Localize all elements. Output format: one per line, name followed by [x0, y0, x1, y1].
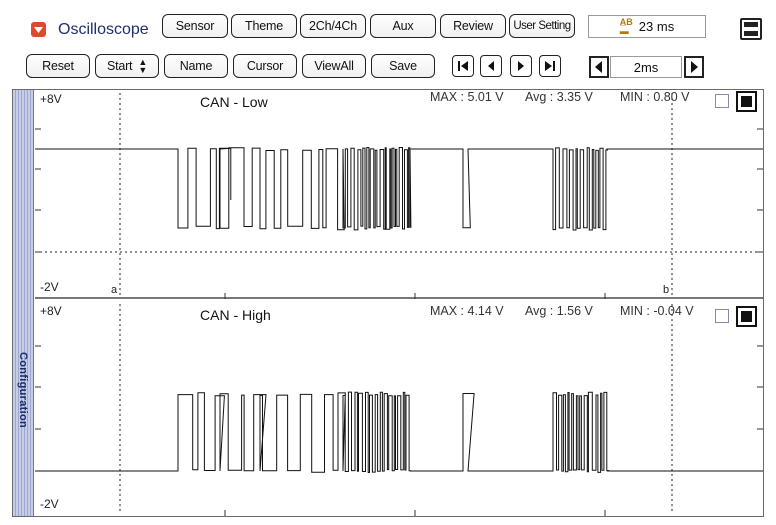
acquisition-time-display: A̲B ▬ 23 ms — [588, 15, 706, 38]
start-button-label: Start — [106, 59, 133, 73]
waveform-canvas-can-low — [35, 93, 763, 299]
min-value: MIN : -0.04 V — [620, 304, 694, 318]
tick-marks — [35, 345, 763, 516]
waveform-trace — [35, 391, 763, 473]
waveform-trace — [35, 147, 763, 231]
channel-stop-button[interactable] — [736, 306, 757, 327]
time-division-value: 2ms — [610, 56, 682, 78]
time-div-decrease-button[interactable] — [589, 56, 609, 78]
channel-enable-checkbox[interactable] — [715, 94, 729, 108]
layout-toggle-icon[interactable] — [740, 18, 762, 40]
view-all-button[interactable]: ViewAll — [302, 54, 366, 78]
step-back-button[interactable] — [480, 55, 502, 77]
channel-panel-can-high[interactable]: +8V -2V CAN - High MAX : 4.14 V Avg : 1.… — [35, 301, 763, 516]
grid-lines — [35, 93, 763, 296]
cursor-button[interactable]: Cursor — [233, 54, 297, 78]
channel-name: CAN - Low — [200, 94, 268, 110]
channel-panel-can-low[interactable]: +8V -2V CAN - Low MAX : 5.01 V Avg : 3.3… — [35, 90, 763, 299]
channel-mode-button[interactable]: 2Ch/4Ch — [300, 14, 366, 38]
skip-end-icon — [545, 61, 555, 71]
min-value: MIN : 0.80 V — [620, 90, 690, 104]
tick-marks — [35, 128, 763, 299]
scale-min-label: -2V — [40, 497, 59, 511]
time-div-increase-button[interactable] — [684, 56, 704, 78]
app-title: Oscilloscope — [58, 21, 149, 38]
waveform-canvas-can-high — [35, 304, 763, 516]
save-button[interactable]: Save — [371, 54, 435, 78]
skip-start-icon — [458, 61, 468, 71]
channel-stop-button[interactable] — [736, 91, 757, 112]
scale-max-label: +8V — [40, 92, 62, 106]
scope-frame — [12, 89, 764, 517]
reset-button[interactable]: Reset — [26, 54, 90, 78]
scale-min-label: -2V — [40, 280, 59, 294]
configuration-label: Configuration — [17, 352, 29, 428]
name-button[interactable]: Name — [164, 54, 228, 78]
app-menu-icon[interactable] — [31, 22, 46, 37]
avg-value: Avg : 1.56 V — [525, 304, 593, 318]
channel-enable-checkbox[interactable] — [715, 309, 729, 323]
avg-value: Avg : 3.35 V — [525, 90, 593, 104]
max-value: MAX : 4.14 V — [430, 304, 504, 318]
stop-icon — [741, 96, 752, 107]
configuration-tab[interactable]: Configuration — [13, 90, 34, 516]
user-setting-button[interactable]: User Setting — [509, 14, 575, 38]
timer-icon: A̲B ▬ — [619, 16, 633, 36]
left-arrow-icon — [595, 61, 602, 73]
review-button[interactable]: Review — [440, 14, 506, 38]
step-forward-icon — [518, 61, 524, 71]
skip-to-start-button[interactable] — [452, 55, 474, 77]
cursor-a-label[interactable]: a — [111, 284, 118, 296]
sensor-button[interactable]: Sensor — [162, 14, 228, 38]
max-value: MAX : 5.01 V — [430, 90, 504, 104]
acquisition-time-value: 23 ms — [638, 19, 675, 34]
channel-name: CAN - High — [200, 307, 271, 323]
theme-button[interactable]: Theme — [231, 14, 297, 38]
step-forward-button[interactable] — [510, 55, 532, 77]
scale-max-label: +8V — [40, 304, 62, 318]
step-back-icon — [488, 61, 494, 71]
updown-arrows-icon: ▲ ▼ — [138, 57, 148, 75]
right-arrow-icon — [691, 61, 698, 73]
cursor-b-label[interactable]: b — [663, 284, 670, 296]
skip-to-end-button[interactable] — [539, 55, 561, 77]
start-button[interactable]: Start ▲ ▼ — [95, 54, 159, 78]
aux-button[interactable]: Aux — [370, 14, 436, 38]
stop-icon — [741, 311, 752, 322]
